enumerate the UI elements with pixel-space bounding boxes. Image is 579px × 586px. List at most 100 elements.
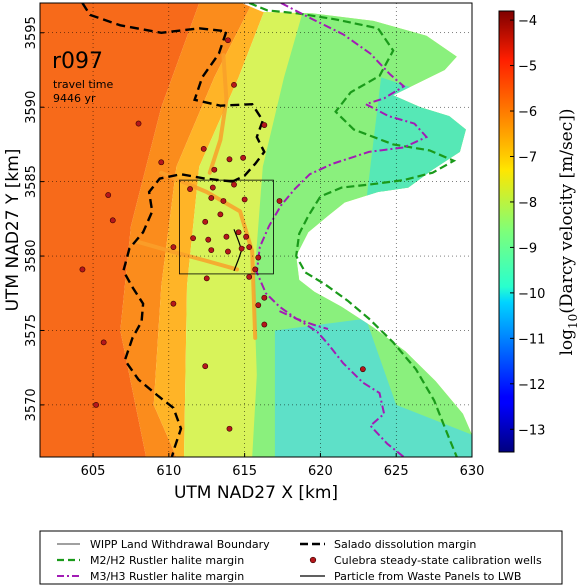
- legend-label-wipp: WIPP Land Withdrawal Boundary: [90, 538, 270, 551]
- calibration-well-11: [231, 181, 237, 188]
- colorbar-label: log10(Darcy velocity [m/sec]): [557, 108, 579, 355]
- calibration-well-13: [220, 198, 227, 204]
- colorbar-ticks: −4 −5 −6 −7 −8 −9 −10 −11 −12 −13: [510, 14, 545, 438]
- calibration-well-43: [359, 366, 366, 373]
- plot-frame: [39, 2, 473, 458]
- y-tick-label-5: 3595: [24, 16, 39, 49]
- high-velocity-channel-1: [207, 53, 229, 175]
- legend-label-salado: Salado dissolution margin: [334, 538, 476, 551]
- colorbar-tick-label-4: −8: [518, 196, 537, 211]
- calibration-well-2: [261, 122, 268, 128]
- calibration-well-22: [243, 233, 250, 240]
- colorbar-tick-label-7: −11: [518, 332, 545, 347]
- calibration-well-38: [170, 300, 177, 307]
- calibration-well-21: [235, 229, 242, 236]
- calibration-well-9: [187, 186, 193, 192]
- calibration-well-32: [252, 266, 259, 273]
- calibration-well-24: [225, 248, 231, 255]
- calibration-well-15: [276, 198, 283, 204]
- calibration-well-33: [246, 273, 253, 280]
- x-tick-label-2: 615: [232, 464, 257, 479]
- zone-west: [120, 3, 253, 457]
- calibration-well-34: [203, 275, 210, 282]
- y-axis-label: UTM NAD27 Y [km]: [3, 149, 23, 312]
- calibration-well-16: [217, 211, 224, 218]
- colorbar-tick-label-8: −12: [518, 378, 545, 393]
- legend-label-well: Culebra steady-state calibration wells: [334, 554, 542, 567]
- y-tick-label-4: 3590: [24, 91, 39, 124]
- travel-time-value: 9446 yr: [53, 92, 96, 105]
- calibration-well-12: [208, 195, 215, 201]
- legend: WIPP Land Withdrawal Boundary Salado dis…: [39, 530, 563, 585]
- calibration-well-30: [170, 244, 177, 251]
- y-tick-label-1: 3575: [24, 314, 39, 347]
- colorbar-label-rest: (Darcy velocity [m/sec]): [557, 108, 577, 313]
- run-id-label: r097: [52, 49, 103, 74]
- calibration-well-8: [211, 166, 218, 173]
- m3h3-margin-1: [279, 310, 405, 457]
- calibration-well-31: [255, 254, 262, 261]
- calibration-well-35: [261, 294, 268, 301]
- high-velocity-channel-0: [159, 170, 258, 340]
- colorbar-tick-label-5: −9: [518, 241, 537, 256]
- x-tick-label-0: 605: [81, 464, 106, 479]
- salado-margin-1: [122, 172, 233, 457]
- zone-far-west: [40, 3, 200, 457]
- wipp-boundary: [179, 179, 274, 275]
- calibration-well-28: [105, 192, 112, 198]
- colorbar-tick-label-0: −4: [518, 14, 537, 29]
- calibration-well-6: [240, 154, 247, 161]
- calibration-well-42: [226, 425, 233, 432]
- y-tick-label-0: 3570: [24, 388, 39, 421]
- legend-label-particle: Particle from Waste Panels to LWB: [334, 570, 521, 583]
- calibration-well-19: [205, 236, 212, 243]
- zone-south-east: [274, 318, 472, 457]
- y-tick-label-3: 3585: [24, 165, 39, 198]
- colorbar-label-log: log: [557, 329, 577, 356]
- calibration-well-1: [231, 81, 237, 88]
- legend-label-m2h2: M2/H2 Rustler halite margin: [90, 554, 244, 567]
- y-axis-ticks: 3570 3575 3580 3585 3590 3595: [24, 16, 44, 421]
- calibration-well-0: [225, 37, 231, 44]
- zone-transition: [153, 3, 268, 457]
- calibration-well-20: [223, 233, 230, 240]
- calibration-well-26: [246, 244, 253, 251]
- x-tick-label-3: 620: [308, 464, 333, 479]
- colorbar-tick-label-2: −6: [518, 105, 537, 120]
- calibration-well-40: [202, 363, 209, 370]
- calibration-well-37: [261, 321, 268, 328]
- colorbar-tick-label-6: −10: [518, 287, 545, 302]
- x-tick-label-4: 625: [384, 464, 409, 479]
- m3h3-margin-0: [255, 3, 429, 330]
- calibration-well-14: [241, 196, 248, 203]
- x-axis-label: UTM NAD27 X [km]: [174, 483, 338, 503]
- calibration-well-4: [200, 145, 207, 152]
- legend-frame: [39, 530, 563, 585]
- calibration-well-10: [209, 184, 216, 191]
- colorbar-label-subscript: 10: [566, 314, 579, 329]
- legend-swatch-well: [309, 556, 317, 564]
- colorbar-tick-label-3: −7: [518, 150, 537, 165]
- calibration-well-29: [79, 266, 86, 273]
- calibration-well-18: [190, 235, 196, 242]
- calibration-well-41: [93, 402, 99, 408]
- calibration-well-5: [226, 156, 233, 163]
- calibration-well-7: [158, 159, 165, 166]
- overlay-layer: [79, 37, 366, 432]
- colorbar: −4 −5 −6 −7 −8 −9 −10 −11 −12 −13 log10(Darcy vel…: [498, 10, 579, 453]
- calibration-well-27: [109, 217, 116, 224]
- y-tick-label-2: 3580: [24, 240, 39, 273]
- calibration-well-17: [202, 218, 209, 225]
- calibration-well-25: [238, 245, 245, 252]
- colorbar-gradient: [498, 10, 515, 453]
- margin-lines: [81, 3, 458, 457]
- calibration-well-36: [255, 302, 262, 309]
- calibration-well-23: [208, 247, 215, 253]
- calibration-well-39: [100, 339, 107, 346]
- calibration-well-3: [135, 120, 142, 127]
- plot-area: 605 610 615 620 625 630 357035753580358535903…: [24, 2, 485, 479]
- x-tick-label-5: 630: [460, 464, 485, 479]
- colorbar-tick-label-9: −13: [518, 423, 545, 438]
- m2h2-margin: [248, 3, 458, 457]
